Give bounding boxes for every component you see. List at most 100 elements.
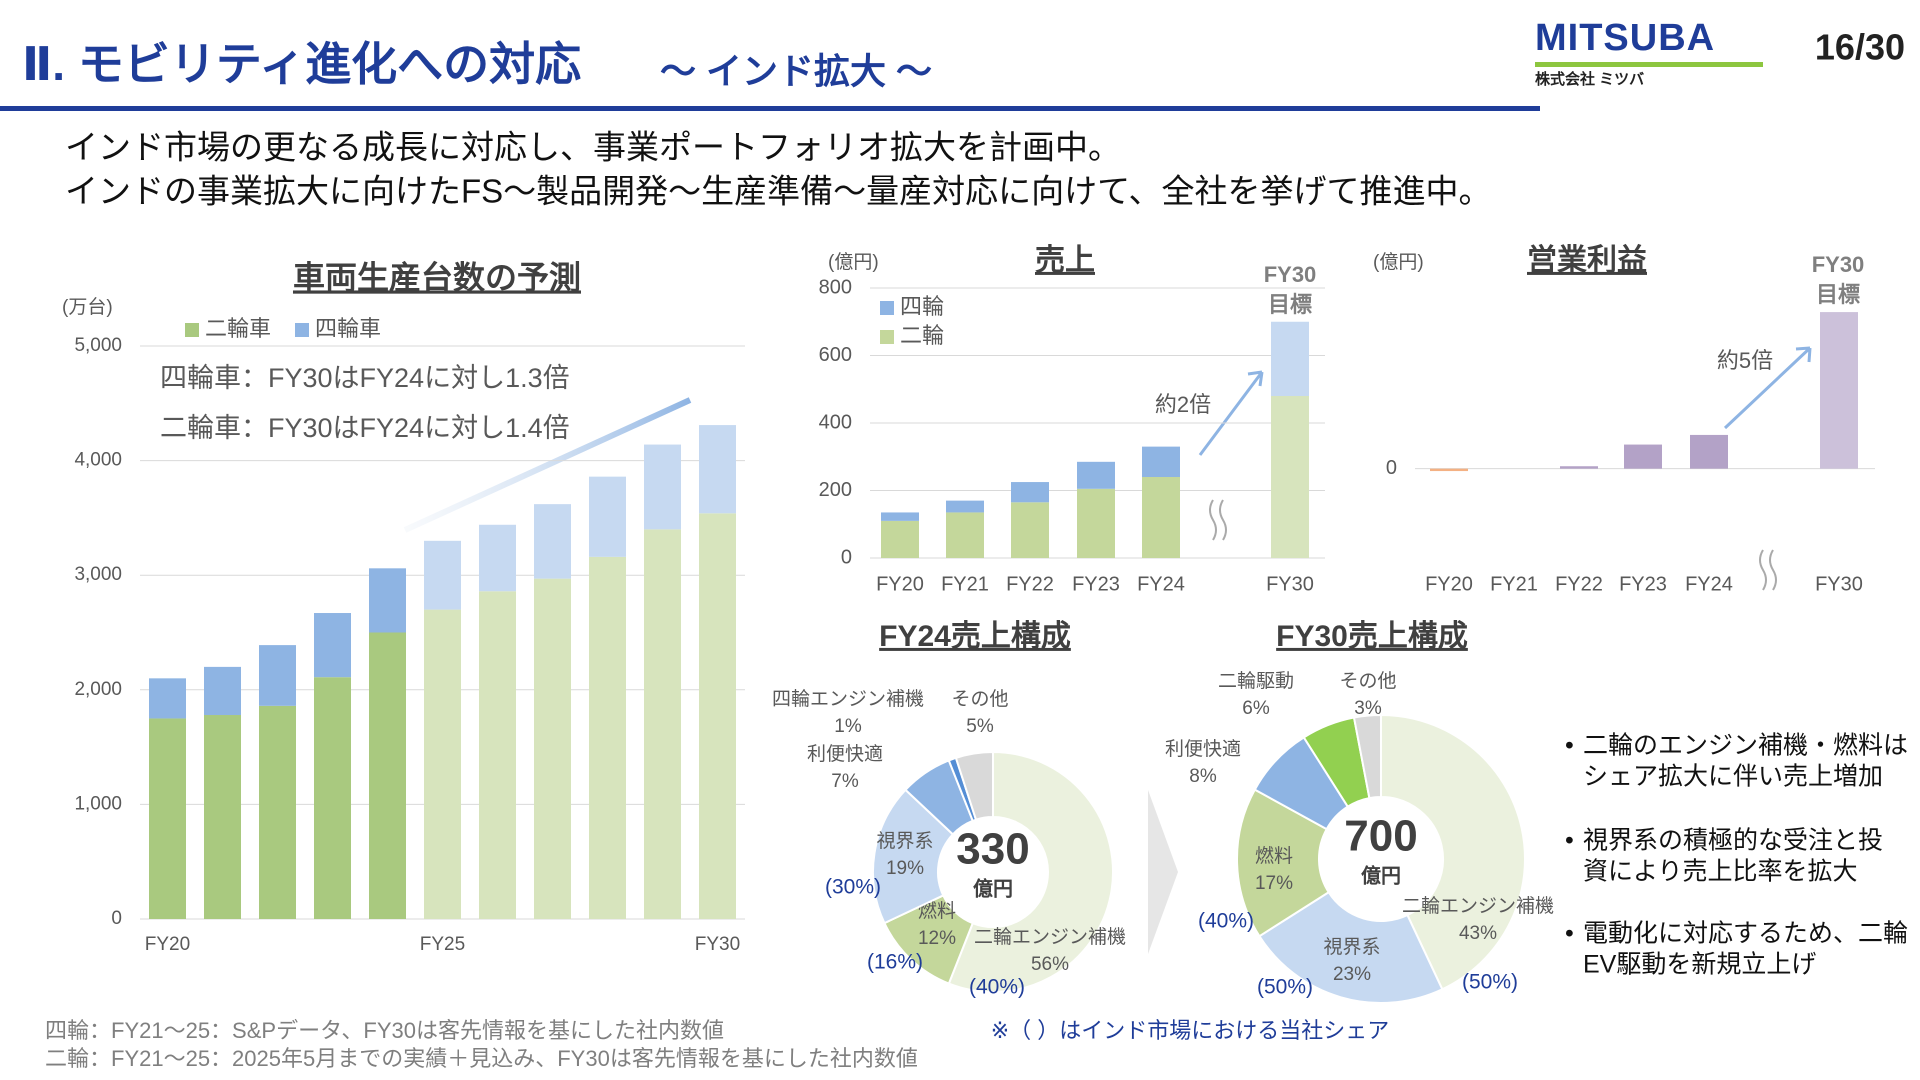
y-tick-label: 0 <box>1386 457 1397 479</box>
share-note: ※（ ）はインド市場における当社シェア <box>991 1018 1390 1043</box>
slice-name: 利便快適 <box>1165 738 1241 760</box>
bar <box>589 556 626 919</box>
annotation: 四輪車：FY30はFY24に対し1.3倍 <box>160 363 570 393</box>
bar <box>1142 477 1180 558</box>
bar <box>1142 446 1180 477</box>
y-tick-label: 1,000 <box>74 793 122 814</box>
donut-slice <box>1258 890 1444 1004</box>
axis-unit: (億円) <box>828 251 879 273</box>
share-label: (40%) <box>1198 910 1254 933</box>
slide-subtitle: ～ インド拡大 ～ <box>660 51 932 92</box>
bullet-dot: • <box>1565 827 1574 855</box>
slice-name: 利便快適 <box>807 743 883 765</box>
bar <box>149 678 186 719</box>
slice-name: 二輪駆動 <box>1218 670 1294 692</box>
y-tick-label: 2,000 <box>74 679 122 700</box>
donut-slice <box>954 750 994 821</box>
slice-value: 8% <box>1189 766 1217 787</box>
intro-line: インド市場の更なる成長に対応し、事業ポートフォリオ拡大を計画中。 <box>65 129 1121 166</box>
intro-line: インドの事業拡大に向けたFS～製品開発～生産準備～量産対応に向けて、全社を挙げて… <box>65 173 1492 210</box>
trend-arrow <box>1198 370 1264 456</box>
bar <box>589 476 626 557</box>
bullet-text: 視界系の積極的な受注と投 <box>1583 827 1883 855</box>
bar <box>314 613 351 678</box>
x-tick-label: FY23 <box>1619 573 1667 595</box>
slice-name: 燃料 <box>1255 845 1293 867</box>
bar <box>479 591 516 919</box>
bar <box>699 513 736 919</box>
chart-title: 営業利益 <box>1527 244 1647 277</box>
bar <box>204 715 241 919</box>
footnote: 二輪：FY21～25：2025年5月までの実績＋見込み、FY30は客先情報を基に… <box>45 1046 918 1071</box>
annotation: FY30 <box>1264 262 1317 287</box>
chevron <box>1148 790 1178 954</box>
title-rule <box>0 106 1540 111</box>
slice-name: 視界系 <box>1323 936 1380 958</box>
axis-unit: (億円) <box>1373 251 1424 273</box>
y-tick-label: 0 <box>841 546 852 568</box>
bullet-text: 電動化に対応するため、二輪 <box>1583 920 1908 948</box>
bar <box>1271 321 1309 396</box>
bar <box>259 645 296 706</box>
slice-name: その他 <box>1339 670 1396 692</box>
bar <box>479 524 516 592</box>
bar <box>534 504 571 579</box>
y-tick-label: 200 <box>819 479 852 501</box>
logo-rule <box>1535 62 1763 67</box>
annotation: 約2倍 <box>1155 392 1211 417</box>
bar <box>1271 396 1309 558</box>
bar <box>946 512 984 558</box>
y-tick-label: 0 <box>111 908 122 929</box>
share-label: (30%) <box>825 876 881 899</box>
bar <box>534 578 571 919</box>
company-name: 株式会社 ミツバ <box>1535 70 1644 88</box>
bar <box>1011 482 1049 503</box>
logo: MITSUBA <box>1535 17 1715 59</box>
chart-title: 車両生産台数の予測 <box>293 259 581 295</box>
bar <box>946 500 984 513</box>
bar <box>1077 488 1115 558</box>
footnote: 四輪：FY21～25：S&Pデータ、FY30は客先情報を基にした社内数値 <box>45 1018 724 1043</box>
annotation: 二輪車：FY30はFY24に対し1.4倍 <box>160 413 570 443</box>
slice-name: 二輪エンジン補機 <box>1402 895 1554 917</box>
bar <box>1820 312 1858 469</box>
annotation: 約5倍 <box>1717 348 1773 373</box>
x-tick-label: FY24 <box>1685 573 1733 595</box>
legend-swatch <box>880 301 894 315</box>
x-tick-label: FY21 <box>941 573 989 595</box>
chart-title: FY24売上構成 <box>879 620 1071 653</box>
share-label: (50%) <box>1257 976 1313 999</box>
donut-slice <box>1352 713 1382 800</box>
bullet-dot: • <box>1565 920 1574 948</box>
center-unit: 億円 <box>1361 863 1401 887</box>
legend-label: 二輪車 <box>205 316 271 341</box>
slice-value: 5% <box>966 716 994 737</box>
legend-label: 二輪 <box>900 323 944 348</box>
legend-label: 四輪車 <box>315 316 381 341</box>
share-label: (50%) <box>1462 971 1518 994</box>
bullet-text: 二輪のエンジン補機・燃料は <box>1583 732 1908 760</box>
slice-value: 3% <box>1354 698 1382 719</box>
center-value: 700 <box>1344 812 1417 861</box>
center-unit: 億円 <box>973 876 1013 900</box>
y-tick-label: 4,000 <box>74 450 122 471</box>
slice-value: 43% <box>1459 923 1497 944</box>
x-tick-label: FY25 <box>420 934 465 955</box>
bar <box>369 632 406 919</box>
slice-value: 23% <box>1333 964 1371 985</box>
slice-name: 二輪エンジン補機 <box>974 926 1126 948</box>
share-label: (40%) <box>969 976 1025 999</box>
slice-value: 1% <box>834 716 862 737</box>
bar <box>1690 434 1728 469</box>
bar <box>644 529 681 919</box>
slice-name: その他 <box>951 688 1008 710</box>
bullet-dot: • <box>1565 732 1574 760</box>
donut-slice <box>1380 713 1526 991</box>
slide-title: Ⅱ. モビリティ進化への対応 <box>22 38 581 90</box>
legend-swatch <box>185 323 199 337</box>
legend-swatch <box>295 323 309 337</box>
x-tick-label: FY30 <box>1266 573 1314 595</box>
bar <box>881 512 919 521</box>
donut-slice <box>947 750 1114 993</box>
